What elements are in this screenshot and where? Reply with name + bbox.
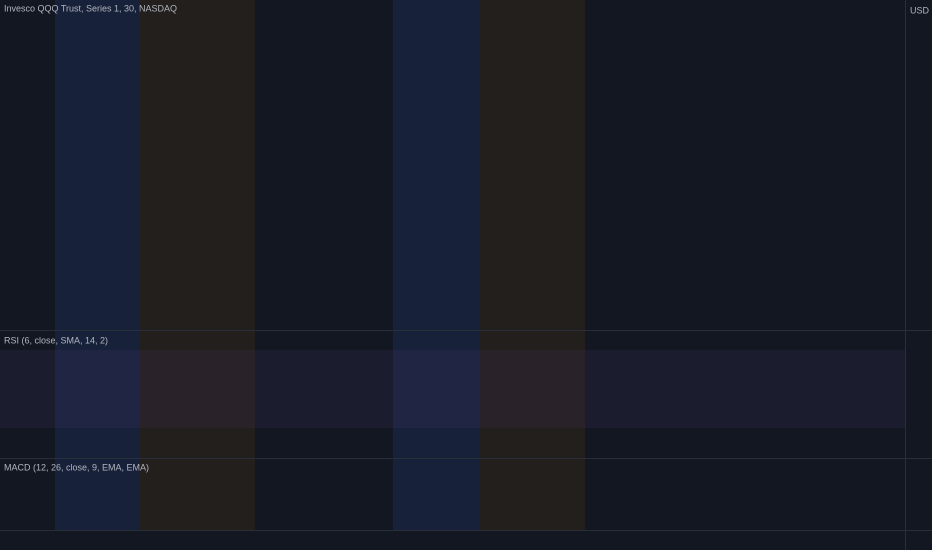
session-band xyxy=(393,0,480,530)
currency: USD xyxy=(910,5,930,15)
session-band xyxy=(55,0,140,530)
macd-title: MACD (12, 26, close, 9, EMA, EMA) xyxy=(4,462,149,472)
rsi-title: RSI (6, close, SMA, 14, 2) xyxy=(4,335,108,345)
rsi-band xyxy=(0,350,905,428)
session-band xyxy=(480,0,585,530)
chart-title: Invesco QQQ Trust, Series 1, 30, NASDAQ xyxy=(4,3,177,13)
session-band xyxy=(140,0,255,530)
